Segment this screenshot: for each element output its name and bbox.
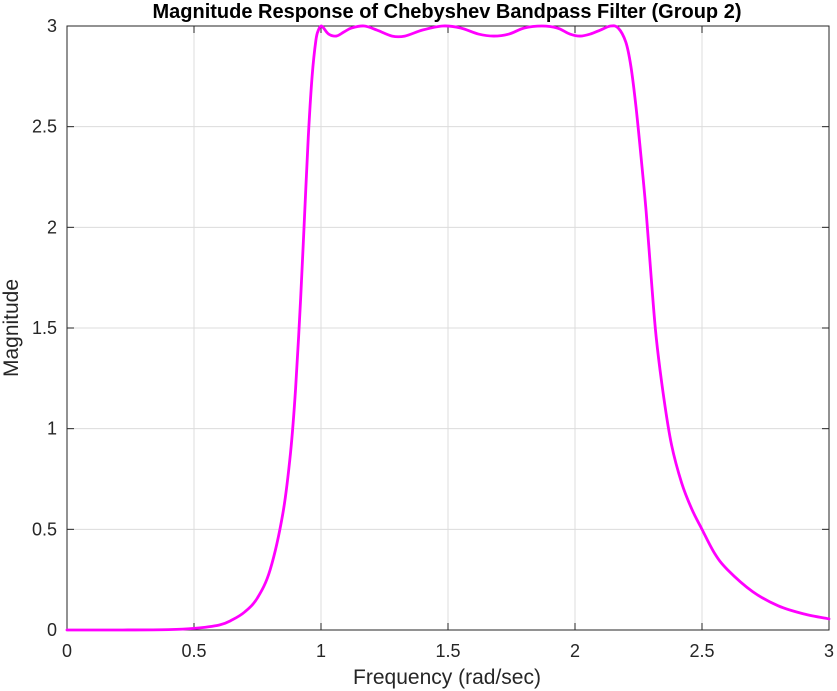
x-tick-label: 0.5 bbox=[181, 641, 206, 661]
y-tick-label: 1.5 bbox=[32, 318, 57, 338]
y-tick-label: 1 bbox=[47, 419, 57, 439]
x-tick-label: 1 bbox=[316, 641, 326, 661]
chart-title: Magnitude Response of Chebyshev Bandpass… bbox=[153, 1, 742, 23]
x-tick-label: 2.5 bbox=[689, 641, 714, 661]
x-tick-label: 1.5 bbox=[435, 641, 460, 661]
y-tick-label: 2.5 bbox=[32, 117, 57, 137]
magnitude-series-line bbox=[65, 24, 831, 632]
x-tick-label: 3 bbox=[824, 641, 834, 661]
y-tick-label: 0 bbox=[47, 620, 57, 640]
y-tick-label: 3 bbox=[47, 16, 57, 36]
y-axis-label: Magnitude bbox=[0, 279, 23, 377]
y-tick-label: 0.5 bbox=[32, 519, 57, 539]
x-tick-label: 2 bbox=[570, 641, 580, 661]
grid bbox=[67, 26, 829, 630]
x-tick-label: 0 bbox=[62, 641, 72, 661]
x-axis-label: Frequency (rad/sec) bbox=[353, 666, 541, 689]
ticks: 0 0.5 1 1.5 2 2.5 3 0 0.5 1 1.5 2 2.5 3 bbox=[32, 16, 834, 661]
series-layer bbox=[65, 24, 831, 632]
y-tick-label: 2 bbox=[47, 217, 57, 237]
